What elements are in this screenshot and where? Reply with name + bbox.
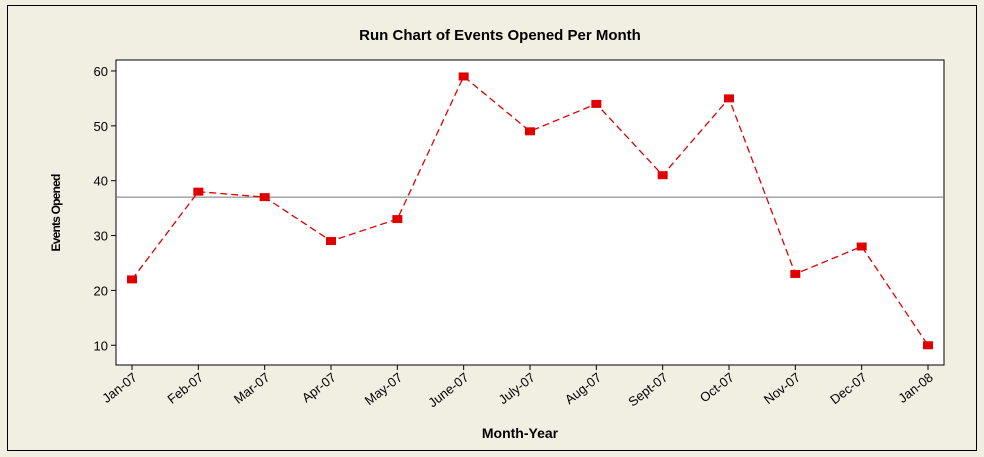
frame (7, 5, 977, 451)
data-point (259, 193, 270, 202)
data-point (525, 127, 535, 136)
y-tick-label: 40 (94, 174, 108, 189)
plot-area (115, 59, 945, 366)
x-axis-label: Month-Year (482, 425, 559, 441)
y-tick-label: 30 (94, 229, 108, 244)
data-point (591, 99, 602, 108)
data-point (193, 187, 204, 196)
y-tick-label: 50 (94, 119, 108, 134)
chart-title: Run Chart of Events Opened Per Month (359, 27, 641, 44)
data-point (923, 341, 933, 350)
y-tick-label: 10 (94, 338, 108, 353)
data-point (458, 72, 469, 81)
y-tick-label: 20 (94, 283, 108, 298)
y-tick-label: 60 (94, 64, 108, 79)
data-point (392, 215, 403, 224)
data-point (856, 242, 867, 251)
data-point (326, 237, 336, 246)
data-point (657, 171, 668, 180)
data-point (724, 94, 734, 103)
data-point (127, 275, 137, 284)
y-axis-label: Events Opened (49, 174, 63, 251)
data-point (790, 269, 801, 278)
